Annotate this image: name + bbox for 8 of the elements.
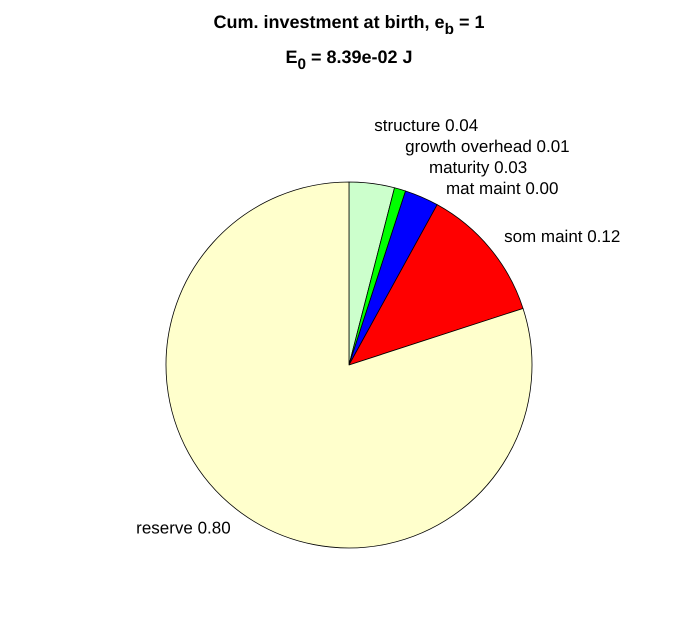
chart-subtitle: E$_{0}$ = 8.39e-02 J (285, 47, 413, 73)
slice-label: reserve 0.80 (136, 518, 231, 538)
chart-title: Cum. investment at birth, e$_{b}$ = 1 (214, 12, 484, 38)
slice-label: som maint 0.12 (504, 227, 620, 246)
category-label: mat maint 0.00 (446, 179, 558, 198)
slice-label: growth overhead 0.01 (405, 137, 570, 156)
slice-label: structure 0.04 (374, 116, 478, 136)
slice-label: maturity 0.03 (428, 158, 528, 178)
